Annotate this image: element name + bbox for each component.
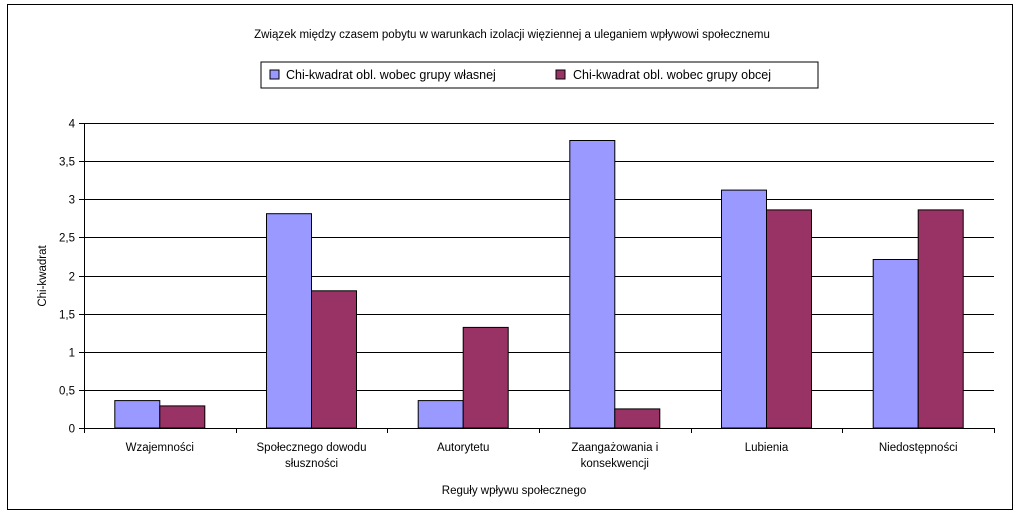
y-tick-label: 1,5 [59,310,75,322]
x-tick-label: Niedostępności [879,442,958,454]
bars [114,140,964,429]
x-tick-label: Autorytetu [437,442,489,454]
x-tick-label: Lubienia [745,442,789,454]
legend-label-own-group: Chi-kwadrat obl. wobec grupy własnej [286,68,496,82]
x-tick-label: Zaangażowania i konsekwencji [571,442,658,470]
legend-box [260,61,819,89]
y-axis-ticks: 0 0,5 1 1,5 2 2,5 3 3,5 4 [59,119,84,436]
legend: Chi-kwadrat obl. wobec grupy własnej Chi… [260,61,819,89]
y-tick-label: 3 [69,195,75,207]
y-tick-label: 3,5 [59,157,75,169]
bar-series-1 [462,326,509,429]
y-tick-label: 0,5 [59,386,75,398]
x-tick-label: Wzajemności [126,442,194,454]
y-axis-label: Chi-kwadrat [37,245,49,307]
legend-swatch-own-group [269,69,280,80]
y-tick-label: 0 [69,424,75,436]
bar-series-0 [266,213,312,429]
chart-title: Związek między czasem pobytu w warunkach… [254,29,770,41]
bar-series-0 [569,140,616,429]
bar-series-1 [766,209,812,429]
bar-series-0 [114,400,161,429]
bar-series-0 [417,400,464,429]
y-tick-label: 2 [69,272,75,284]
bar-series-1 [917,209,964,429]
y-tick-label: 1 [69,348,75,360]
bar-series-0 [721,189,767,429]
y-tick-label: 4 [69,119,76,131]
bar-series-1 [614,408,661,429]
bar-series-0 [872,259,919,429]
legend-label-other-group: Chi-kwadrat obl. wobec grupy obcej [573,68,771,82]
gridlines [84,123,994,391]
y-tick-label: 2,5 [59,233,75,245]
legend-swatch-other-group [555,69,566,80]
x-axis-label: Reguły wpływu społecznego [442,485,586,497]
x-tick-label: Społecznego dowodu słuszności [257,442,367,470]
bar-series-1 [159,405,206,429]
x-axis-ticks: Wzajemności Społecznego dowodu słuszności A… [84,428,995,470]
axes [84,123,994,429]
bar-series-1 [311,290,357,429]
